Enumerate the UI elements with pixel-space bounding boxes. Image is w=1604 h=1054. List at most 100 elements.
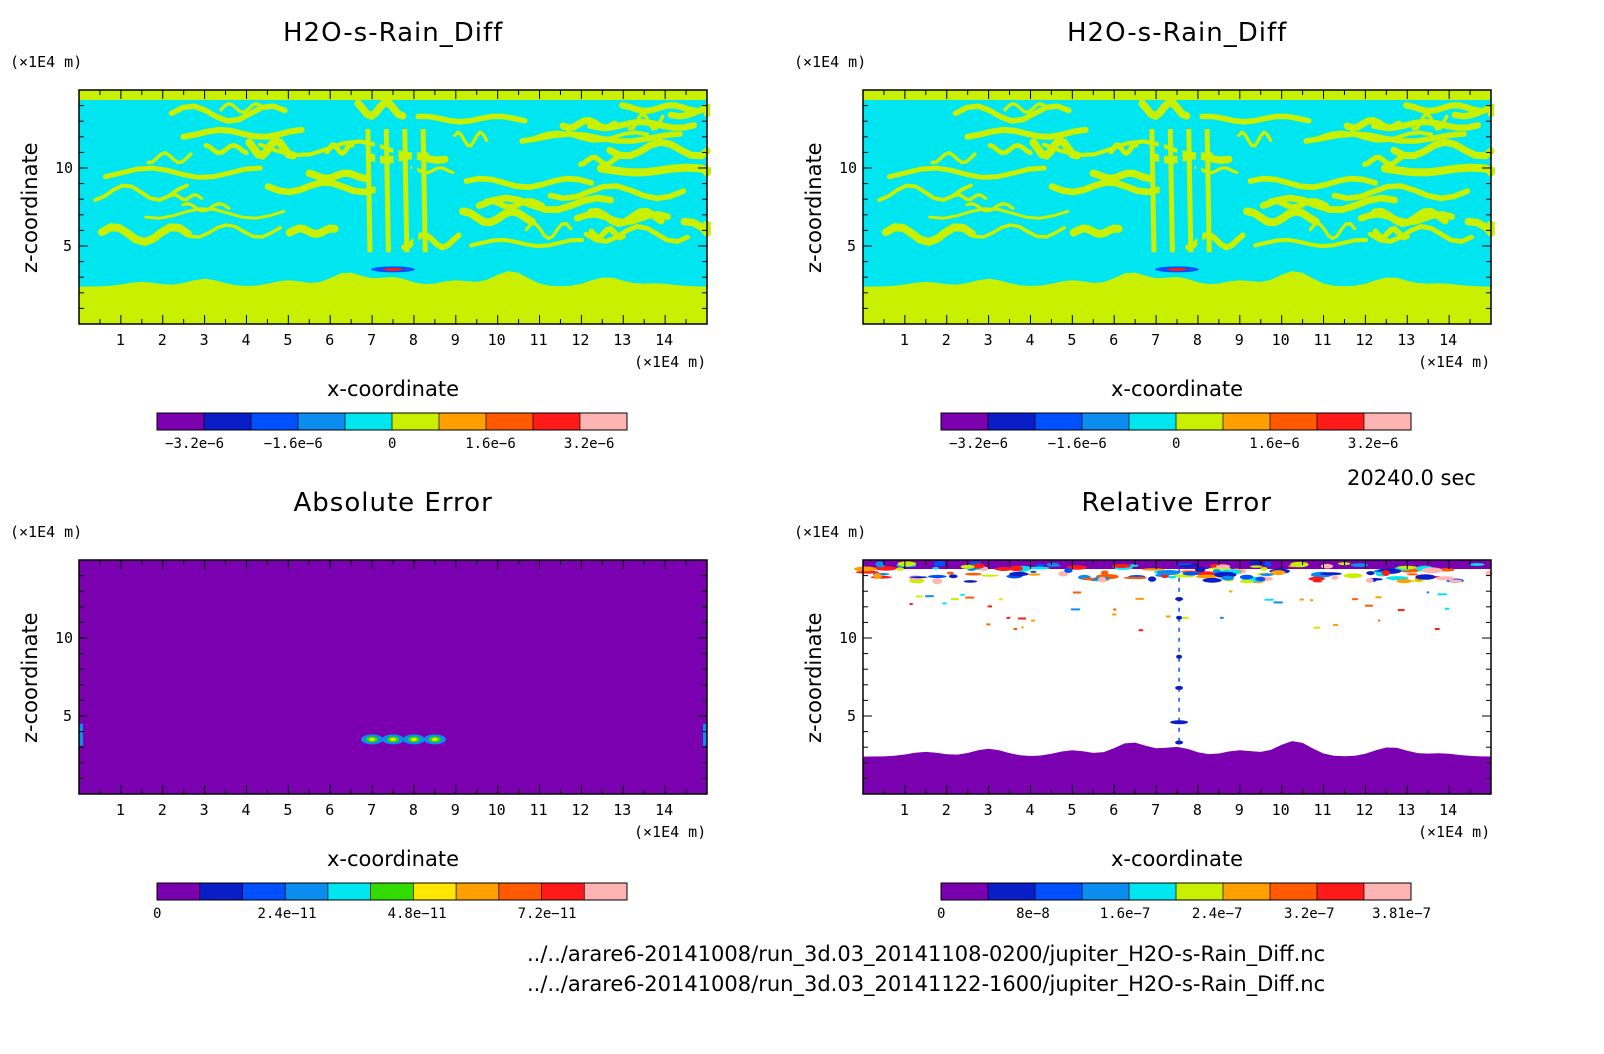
x-tick-label: 10: [1271, 801, 1290, 819]
field-group: [79, 560, 707, 794]
colorbar-swatch: [439, 413, 487, 430]
noise-mark: [875, 561, 885, 568]
column-mark: [1170, 720, 1189, 725]
x-tick-label: 11: [1313, 331, 1332, 349]
noise-mark: [1308, 576, 1325, 581]
x-tick-label: 12: [1355, 801, 1374, 819]
noise-mark: [1064, 568, 1073, 573]
contour-band: [928, 207, 1070, 220]
colorbar-swatch: [242, 883, 286, 900]
noise-mark: [1148, 576, 1157, 582]
colorbar-tick-label: 3.2e−6: [1347, 436, 1399, 452]
contour-band: [1003, 101, 1045, 114]
colorbar-swatch: [1129, 413, 1177, 430]
noise-mark: [987, 605, 992, 608]
noise-mark: [1239, 574, 1254, 580]
contour-band: [180, 126, 305, 140]
x-tick-label: 12: [1355, 331, 1374, 349]
x-tick-label: 10: [487, 801, 506, 819]
contour-band: [168, 103, 288, 124]
noise-mark: [1216, 564, 1231, 569]
noise-mark: [915, 595, 923, 598]
colorbar-swatch: [533, 413, 581, 430]
colorbar-swatch: [413, 883, 457, 900]
x-tick-label: 4: [1025, 331, 1035, 349]
lower-region: [863, 741, 1491, 794]
contour-band: [415, 113, 528, 125]
noise-mark: [942, 602, 947, 605]
noise-mark: [1406, 573, 1419, 576]
noise-mark: [999, 598, 1003, 601]
noise-mark: [1299, 598, 1304, 601]
lower-region: [79, 271, 707, 324]
colorbar-tick-label: 3.2e−7: [1283, 906, 1335, 922]
x-tick-label: 7: [1151, 801, 1161, 819]
x-axis-label: x-coordinate: [327, 377, 460, 401]
contour-band: [181, 201, 231, 213]
noise-mark: [1381, 570, 1391, 576]
column-mark: [1176, 654, 1183, 659]
noise-mark: [965, 596, 975, 599]
lower-region: [863, 271, 1491, 324]
noise-mark: [1138, 629, 1144, 632]
noise-mark: [980, 574, 999, 577]
contour-band: [1390, 138, 1495, 160]
noise-mark: [946, 571, 954, 575]
y-axis-label: z-coordinate: [802, 611, 826, 743]
noise-mark: [1437, 593, 1447, 596]
contour-band: [578, 154, 620, 168]
noise-mark: [932, 578, 943, 585]
x-tick-label: 6: [325, 331, 335, 349]
contour-band: [1380, 163, 1495, 177]
y-unit-label: (×1E4 m): [10, 523, 83, 541]
plume-band: [411, 128, 419, 253]
x-tick-label: 14: [1439, 331, 1458, 349]
noise-mark: [1320, 563, 1334, 569]
noise-mark: [1396, 579, 1412, 584]
contour-band: [886, 165, 1047, 180]
noise-mark: [1072, 591, 1081, 594]
y-axis-label: z-coordinate: [18, 141, 42, 273]
contour-band: [354, 98, 407, 121]
colorbar-tick-label: 4.8e−11: [387, 906, 447, 922]
y-unit-label: (×1E4 m): [794, 53, 867, 71]
contour-band: [1194, 166, 1239, 175]
noise-mark: [1047, 564, 1061, 567]
contour-band: [188, 223, 282, 239]
x-tick-label: 7: [367, 331, 377, 349]
noise-mark: [855, 570, 880, 574]
y-unit-label: (×1E4 m): [794, 523, 867, 541]
noise-mark: [1156, 569, 1181, 576]
contour-band: [930, 151, 977, 165]
noise-mark: [1436, 576, 1455, 581]
noise-mark: [1195, 574, 1218, 579]
source-file-1: ../../arare6-20141008/run_3d.03_20141108…: [527, 942, 1326, 966]
contour-band: [1199, 113, 1312, 125]
noise-mark: [1009, 565, 1023, 572]
y-tick-label: 5: [63, 707, 73, 725]
noise-mark: [1350, 563, 1369, 567]
colorbar-swatch: [486, 413, 534, 430]
noise-mark: [1426, 591, 1430, 594]
noise-mark: [1260, 573, 1274, 576]
chart-title: Absolute Error: [293, 488, 493, 518]
column-mark: [1176, 615, 1183, 620]
x-tick-label: 3: [983, 801, 993, 819]
colorbar-swatch: [1129, 883, 1177, 900]
contour-band: [533, 130, 650, 143]
chart-svg: [862, 89, 1495, 431]
x-tick-label: 8: [408, 801, 418, 819]
source-file-2: ../../arare6-20141008/run_3d.03_20141122…: [527, 972, 1326, 996]
contour-band: [965, 201, 1015, 213]
contour-band: [1411, 111, 1449, 131]
x-tick-label: 4: [241, 801, 251, 819]
x-tick-label: 8: [408, 331, 418, 349]
panel-bottom-left: 1 2 3 4 5 6 7 8 9 10 11 12 13 14 5 10 Absolute Error (×1E…: [0, 470, 780, 950]
contour-band: [97, 223, 192, 247]
noise-mark: [1365, 604, 1373, 607]
plume-band: [1204, 128, 1212, 253]
x-tick-label: 1: [899, 801, 909, 819]
noise-mark: [1260, 567, 1268, 571]
noise-mark: [1352, 598, 1358, 601]
contour-band: [1048, 179, 1162, 196]
